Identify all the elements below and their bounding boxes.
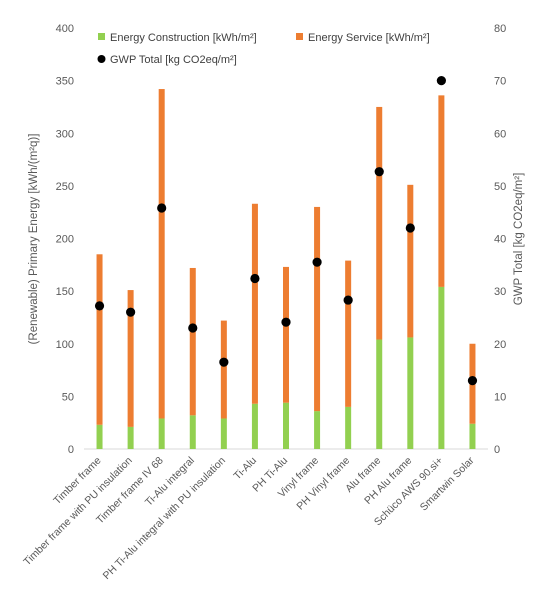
bar-energy-service [314, 206, 321, 412]
gwp-point [374, 167, 384, 177]
left-y-tick-label: 400 [56, 23, 74, 35]
left-y-tick-label: 250 [56, 181, 74, 193]
legend-label: GWP Total [kg CO2eq/m²] [110, 54, 237, 66]
left-y-tick-label: 150 [56, 286, 74, 298]
right-y-tick-label: 0 [494, 444, 500, 456]
right-y-tick-label: 80 [494, 23, 506, 35]
bar-energy-construction [469, 423, 476, 449]
bar-energy-service [376, 106, 383, 340]
gwp-point [219, 357, 229, 367]
bar-energy-construction [283, 402, 289, 449]
gwp-point [312, 257, 322, 267]
left-y-tick-label: 50 [62, 391, 74, 403]
bar-energy-construction [158, 418, 165, 449]
gwp-point [126, 307, 136, 317]
bar-energy-service [127, 290, 134, 427]
right-y-tick-label: 20 [494, 339, 506, 351]
bar-energy-construction [96, 424, 103, 449]
right-y-tick-label: 50 [494, 181, 506, 193]
gwp-point [281, 317, 291, 327]
bar-energy-service [438, 95, 445, 287]
right-y-tick-label: 60 [494, 128, 506, 140]
gwp-point [188, 323, 198, 333]
bar-energy-construction [314, 411, 321, 449]
gwp-point [436, 76, 446, 86]
gwp-point [94, 301, 105, 311]
bar-energy-construction [220, 418, 227, 449]
bar-energy-construction [438, 286, 445, 449]
bar-energy-construction [345, 406, 352, 449]
bar-energy-service [407, 184, 414, 338]
legend-swatch [98, 33, 105, 40]
gwp-point [467, 375, 478, 386]
left-y-tick-label: 100 [56, 339, 74, 351]
gwp-point [250, 273, 260, 284]
legend-marker [97, 55, 106, 63]
bar-energy-construction [376, 339, 383, 449]
bar-energy-service [251, 203, 258, 404]
legend-label: Energy Construction [kWh/m²] [110, 32, 257, 44]
bars-layer [96, 89, 476, 449]
legend-swatch [296, 33, 303, 40]
gwp-point [157, 203, 167, 213]
left-y-tick-label: 0 [68, 444, 74, 456]
bar-energy-construction [251, 403, 258, 449]
bar-energy-service [96, 254, 103, 425]
bar-energy-service [189, 267, 196, 416]
legend: Energy Construction [kWh/m²] Energy Servi… [97, 32, 430, 66]
right-y-tick-label: 10 [494, 391, 506, 403]
right-y-tick-label: 70 [494, 76, 506, 88]
right-y-tick-label: 30 [494, 286, 506, 298]
axes-layer: 0 50 100 150 200 250 300 350 400 0 10 20 30 40 50 60 70 8… [56, 23, 507, 456]
category-label: Smartwin Solar [418, 454, 477, 513]
bar-energy-service [283, 266, 289, 403]
left-y-tick-label: 350 [56, 76, 74, 88]
bar-energy-construction [189, 415, 196, 449]
bar-energy-service [345, 260, 352, 407]
legend-label: Energy Service [kWh/m²] [308, 32, 430, 44]
left-axis-title: (Renewable) Primary Energy [kWh/(m²q)] [28, 134, 40, 345]
gwp-point [405, 223, 415, 233]
left-y-tick-label: 300 [56, 128, 74, 140]
bar-energy-service [220, 320, 227, 419]
gwp-point [343, 295, 353, 305]
bar-energy-construction [407, 337, 414, 449]
bar-energy-service [158, 89, 165, 419]
gwp-points-layer [94, 76, 478, 386]
category-label: Ti-Alu [231, 455, 259, 483]
right-y-tick-label: 40 [494, 234, 506, 246]
bar-energy-construction [127, 426, 134, 449]
right-axis-title: GWP Total [kg CO2eq/m²] [513, 173, 525, 306]
left-y-tick-label: 200 [56, 234, 74, 246]
